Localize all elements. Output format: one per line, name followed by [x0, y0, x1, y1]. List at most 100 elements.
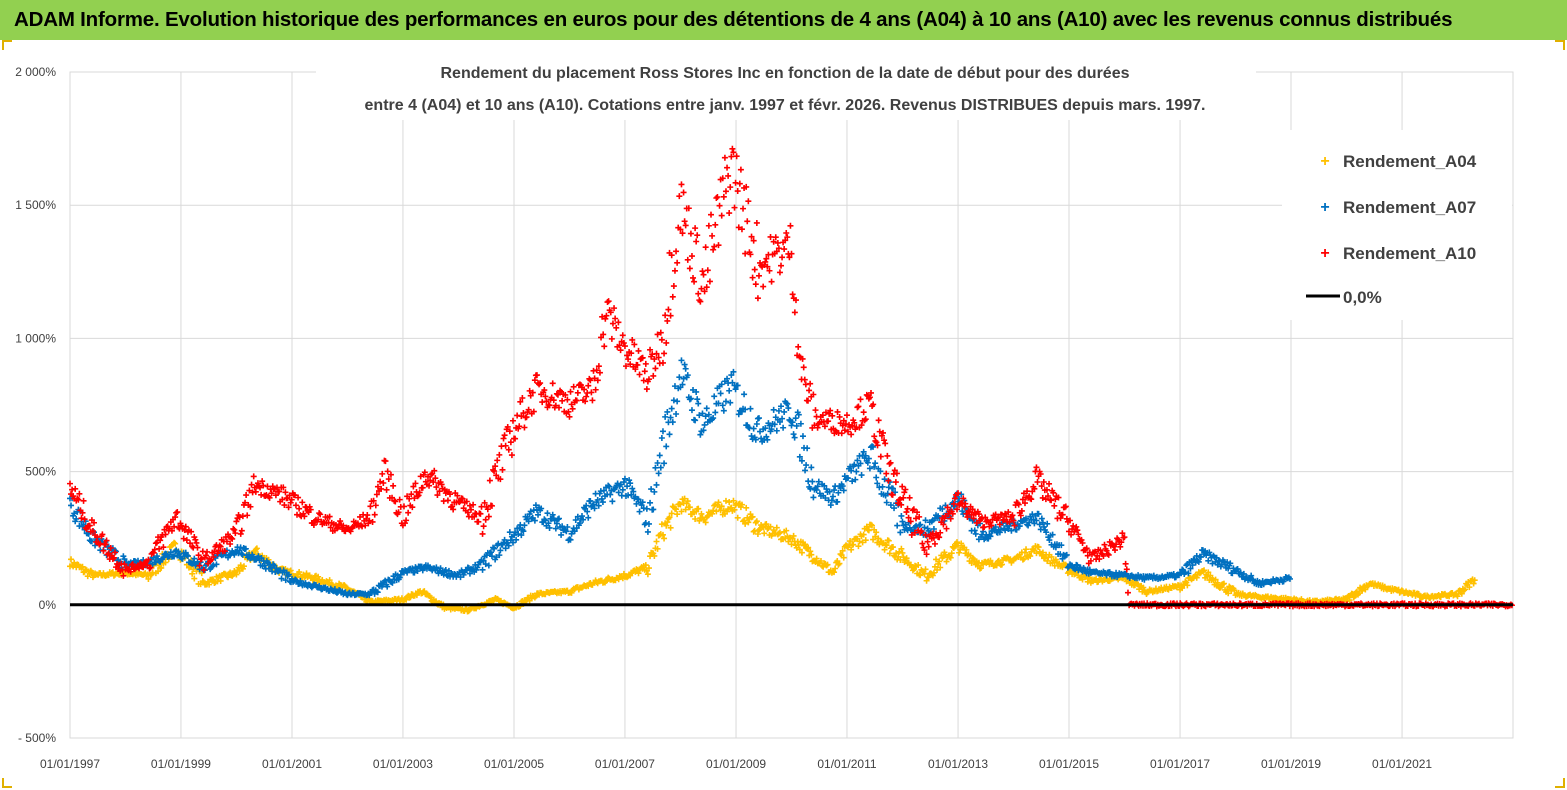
data-point	[559, 523, 566, 530]
data-point	[679, 230, 686, 237]
data-point	[792, 415, 799, 422]
data-point	[651, 356, 658, 363]
data-point	[1048, 553, 1055, 560]
data-point	[856, 538, 863, 545]
data-point	[1195, 558, 1202, 565]
data-point	[878, 432, 885, 439]
data-point	[306, 503, 313, 510]
data-point	[786, 254, 793, 261]
data-point	[749, 513, 756, 520]
data-point	[891, 505, 898, 512]
data-point	[478, 503, 485, 510]
data-point	[868, 389, 875, 396]
data-point	[572, 516, 579, 523]
data-point	[715, 400, 722, 407]
data-point	[647, 346, 654, 353]
data-point	[1013, 526, 1020, 533]
data-point	[545, 520, 552, 527]
data-point	[908, 531, 915, 538]
data-point	[1224, 559, 1231, 566]
data-point	[925, 574, 932, 581]
data-point	[410, 483, 417, 490]
data-point	[1039, 494, 1046, 501]
data-point	[731, 204, 738, 211]
data-point	[563, 528, 570, 535]
data-point	[661, 350, 668, 357]
data-point	[712, 409, 719, 416]
series-rendement-a04	[67, 495, 1478, 615]
data-point	[564, 524, 571, 531]
data-point	[665, 306, 672, 313]
data-point	[254, 480, 261, 487]
data-point	[196, 562, 203, 569]
x-tick-label: 01/01/1999	[151, 757, 211, 771]
data-point	[915, 562, 922, 569]
data-point	[678, 181, 685, 188]
data-point	[799, 433, 806, 440]
data-point	[511, 532, 518, 539]
data-point	[643, 505, 650, 512]
data-point	[216, 542, 223, 549]
data-point	[382, 458, 389, 465]
data-point	[1193, 574, 1200, 581]
data-point	[870, 443, 877, 450]
data-point	[437, 565, 444, 572]
data-point	[600, 487, 607, 494]
data-point	[676, 193, 683, 200]
data-point	[971, 509, 978, 516]
data-point	[162, 559, 169, 566]
data-point	[894, 500, 901, 507]
data-point	[631, 341, 638, 348]
data-point	[903, 509, 910, 516]
data-point	[755, 527, 762, 534]
data-point	[285, 504, 292, 511]
data-point	[906, 494, 913, 501]
data-point	[891, 467, 898, 474]
data-point	[517, 398, 524, 405]
data-point	[193, 539, 200, 546]
data-point	[504, 423, 511, 430]
data-point	[481, 499, 488, 506]
data-point	[804, 397, 811, 404]
data-point	[67, 480, 73, 487]
data-point	[673, 411, 680, 418]
data-point	[806, 387, 813, 394]
data-point	[870, 536, 877, 543]
data-point	[889, 485, 896, 492]
data-point	[1118, 539, 1125, 546]
data-point	[260, 482, 267, 489]
data-point	[730, 497, 737, 504]
data-point	[1179, 585, 1186, 592]
data-point	[899, 518, 906, 525]
data-point	[1086, 574, 1093, 581]
data-point	[745, 198, 752, 205]
data-point	[296, 569, 303, 576]
data-point	[635, 496, 642, 503]
data-point	[681, 218, 688, 225]
data-point	[832, 565, 839, 572]
data-point	[221, 548, 228, 555]
data-point	[742, 406, 749, 413]
data-point	[574, 389, 581, 396]
data-point	[914, 509, 921, 516]
data-point	[611, 305, 618, 312]
data-point	[677, 226, 684, 233]
data-point	[877, 453, 884, 460]
data-point	[236, 514, 243, 521]
data-point	[571, 528, 578, 535]
data-point	[607, 309, 614, 316]
data-point	[627, 480, 634, 487]
data-point	[444, 497, 451, 504]
data-point	[198, 555, 205, 562]
data-point	[936, 534, 943, 541]
data-point	[654, 331, 661, 338]
data-point	[790, 532, 797, 539]
data-point	[897, 496, 904, 503]
data-point	[697, 431, 704, 438]
data-point	[697, 298, 704, 305]
data-point	[499, 466, 506, 473]
legend-item-a07: Rendement_A07	[1343, 198, 1476, 217]
data-point	[727, 399, 734, 406]
data-point	[770, 238, 777, 245]
data-point	[650, 506, 657, 513]
